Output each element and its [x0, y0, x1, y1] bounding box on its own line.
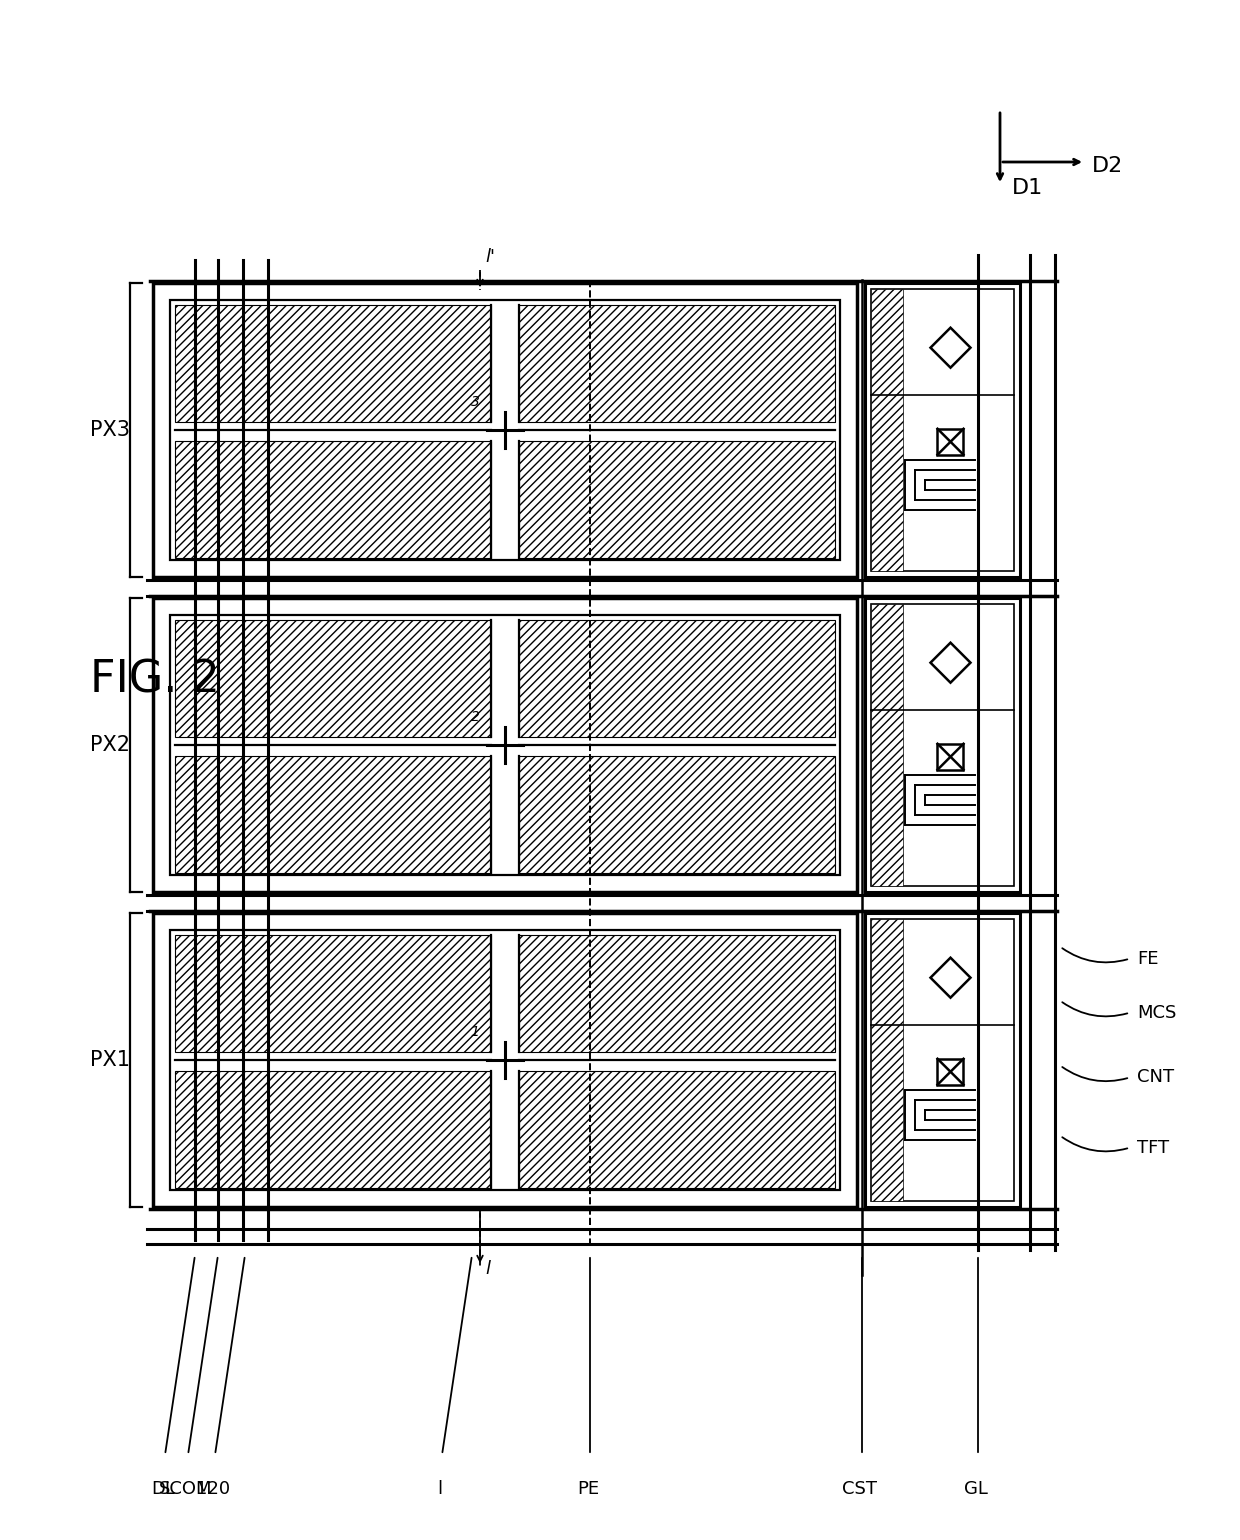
Polygon shape — [930, 958, 971, 998]
Text: MCS: MCS — [1137, 1004, 1177, 1021]
Text: CST: CST — [842, 1480, 878, 1498]
Bar — [175, 756, 491, 873]
Bar — [870, 290, 903, 571]
Bar — [866, 598, 1021, 892]
Bar — [870, 604, 903, 886]
Bar — [153, 283, 857, 578]
Bar — [520, 756, 835, 873]
Bar — [520, 621, 835, 738]
Polygon shape — [930, 642, 971, 682]
Text: PX2: PX2 — [91, 735, 130, 755]
Bar — [937, 428, 963, 454]
Text: 2: 2 — [470, 710, 480, 724]
Text: PX3: PX3 — [91, 420, 130, 440]
Text: D1: D1 — [1012, 179, 1043, 199]
Bar — [153, 913, 857, 1207]
Bar — [175, 305, 491, 422]
Bar — [870, 290, 1014, 571]
Bar — [153, 598, 857, 892]
Text: FIG. 2: FIG. 2 — [91, 659, 219, 702]
Text: PE: PE — [577, 1480, 599, 1498]
Text: l: l — [485, 1260, 490, 1278]
Text: DL: DL — [151, 1480, 175, 1498]
Bar — [937, 744, 963, 770]
Text: TFT: TFT — [1137, 1138, 1169, 1157]
Bar — [170, 300, 839, 561]
Text: CNT: CNT — [1137, 1069, 1174, 1086]
Bar — [870, 919, 903, 1201]
Bar — [520, 305, 835, 422]
Text: 1: 1 — [470, 1026, 480, 1040]
Text: 120: 120 — [196, 1480, 231, 1498]
Bar — [170, 930, 839, 1190]
Text: 3: 3 — [470, 394, 480, 410]
Text: D2: D2 — [1092, 156, 1123, 176]
Polygon shape — [930, 328, 971, 368]
Bar — [870, 919, 1014, 1201]
Bar — [866, 913, 1021, 1207]
Bar — [520, 440, 835, 557]
Bar — [175, 440, 491, 557]
Bar — [170, 614, 839, 875]
Text: GL: GL — [963, 1480, 988, 1498]
Bar — [175, 621, 491, 738]
Bar — [175, 935, 491, 1052]
Bar — [175, 1070, 491, 1187]
Bar — [520, 1070, 835, 1187]
Bar — [520, 935, 835, 1052]
Bar — [937, 1060, 963, 1084]
Text: l: l — [438, 1480, 443, 1498]
Text: SCOM: SCOM — [159, 1480, 213, 1498]
Text: l': l' — [485, 248, 495, 266]
Text: PX1: PX1 — [91, 1050, 130, 1070]
Bar — [866, 283, 1021, 578]
Bar — [870, 604, 1014, 886]
Text: FE: FE — [1137, 950, 1158, 967]
